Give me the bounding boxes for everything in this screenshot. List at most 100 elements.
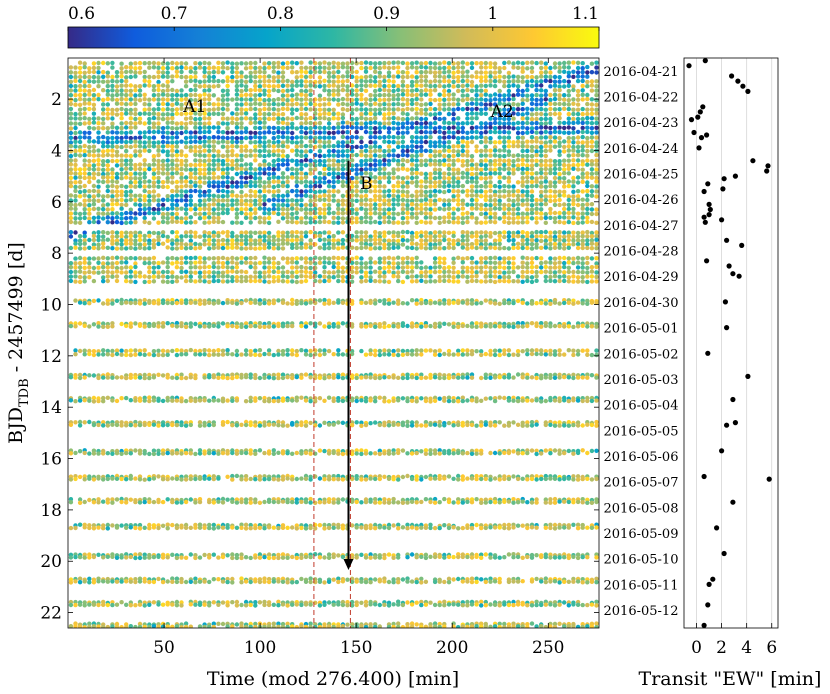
data-point xyxy=(465,274,470,280)
data-point xyxy=(386,121,392,126)
data-point xyxy=(326,158,332,163)
data-point xyxy=(502,202,507,208)
data-point xyxy=(114,260,120,266)
data-point xyxy=(529,189,535,194)
data-point xyxy=(354,238,359,243)
data-point xyxy=(552,79,558,84)
data-point xyxy=(170,102,175,108)
data-point xyxy=(266,88,272,94)
data-point xyxy=(469,234,475,239)
data-point xyxy=(386,107,392,112)
data-point xyxy=(183,242,189,247)
data-point xyxy=(193,98,198,103)
data-point xyxy=(216,140,221,145)
data-point xyxy=(165,194,170,199)
data-point xyxy=(207,279,212,285)
data-point xyxy=(280,153,286,159)
data-point xyxy=(428,158,433,163)
data-point xyxy=(391,261,396,266)
data-point xyxy=(432,144,438,149)
data-point xyxy=(571,144,576,150)
data-point xyxy=(68,74,74,80)
data-point xyxy=(156,61,161,66)
data-point xyxy=(349,245,355,250)
data-point xyxy=(114,230,120,235)
data-point xyxy=(174,202,180,208)
data-point xyxy=(580,220,585,225)
data-point xyxy=(354,270,359,275)
data-point xyxy=(234,162,240,168)
data-point xyxy=(114,274,120,279)
data-point xyxy=(322,301,327,306)
data-point xyxy=(188,207,193,212)
data-point xyxy=(534,269,539,275)
data-point xyxy=(460,198,465,203)
data-point xyxy=(147,102,152,107)
data-point xyxy=(373,130,378,135)
data-point xyxy=(262,61,267,66)
data-point xyxy=(359,256,364,261)
data-point xyxy=(202,198,207,203)
data-point xyxy=(377,74,382,79)
data-point xyxy=(331,116,336,121)
data-point xyxy=(243,61,249,66)
data-point xyxy=(359,171,364,176)
data-point xyxy=(299,301,304,306)
data-point xyxy=(170,107,175,113)
data-point xyxy=(483,125,488,130)
data-point xyxy=(451,194,456,199)
data-point xyxy=(280,143,286,149)
data-point xyxy=(396,130,401,136)
data-point xyxy=(400,193,406,198)
data-point xyxy=(423,130,429,135)
data-point xyxy=(124,79,129,84)
data-point xyxy=(266,176,272,181)
data-point xyxy=(492,274,498,279)
data-point xyxy=(359,139,364,145)
data-point xyxy=(548,241,553,247)
data-point xyxy=(299,166,304,172)
data-point xyxy=(77,153,83,158)
data-point xyxy=(124,241,129,246)
data-point xyxy=(257,198,263,203)
data-point xyxy=(280,97,286,102)
data-point xyxy=(230,162,235,168)
data-point xyxy=(419,88,424,94)
data-point xyxy=(474,274,479,279)
data-point xyxy=(253,274,258,280)
data-point xyxy=(442,215,447,220)
data-point xyxy=(243,92,249,98)
data-point xyxy=(326,88,332,94)
data-point xyxy=(156,144,161,149)
data-point xyxy=(428,162,433,167)
data-point xyxy=(243,256,249,261)
data-point xyxy=(299,69,304,74)
data-point xyxy=(552,139,558,144)
data-point xyxy=(124,97,129,102)
data-point xyxy=(465,78,470,84)
data-point xyxy=(382,270,387,275)
data-point xyxy=(285,230,290,235)
data-point xyxy=(119,139,124,144)
data-point xyxy=(432,61,438,66)
data-point xyxy=(432,162,438,167)
data-point xyxy=(354,211,359,216)
data-point xyxy=(373,175,378,180)
data-point xyxy=(432,129,438,135)
data-point xyxy=(465,202,470,207)
data-point xyxy=(101,140,106,145)
data-point xyxy=(502,125,507,130)
data-point xyxy=(539,74,544,79)
data-point xyxy=(285,65,290,71)
data-point xyxy=(77,179,83,185)
data-point xyxy=(432,245,438,250)
data-point xyxy=(562,210,567,216)
data-point xyxy=(529,246,535,251)
data-point xyxy=(303,301,309,306)
data-point xyxy=(257,270,263,275)
data-point xyxy=(114,175,120,180)
data-point xyxy=(225,144,230,150)
data-point xyxy=(179,260,184,266)
data-point xyxy=(479,139,484,145)
data-point xyxy=(160,149,166,154)
